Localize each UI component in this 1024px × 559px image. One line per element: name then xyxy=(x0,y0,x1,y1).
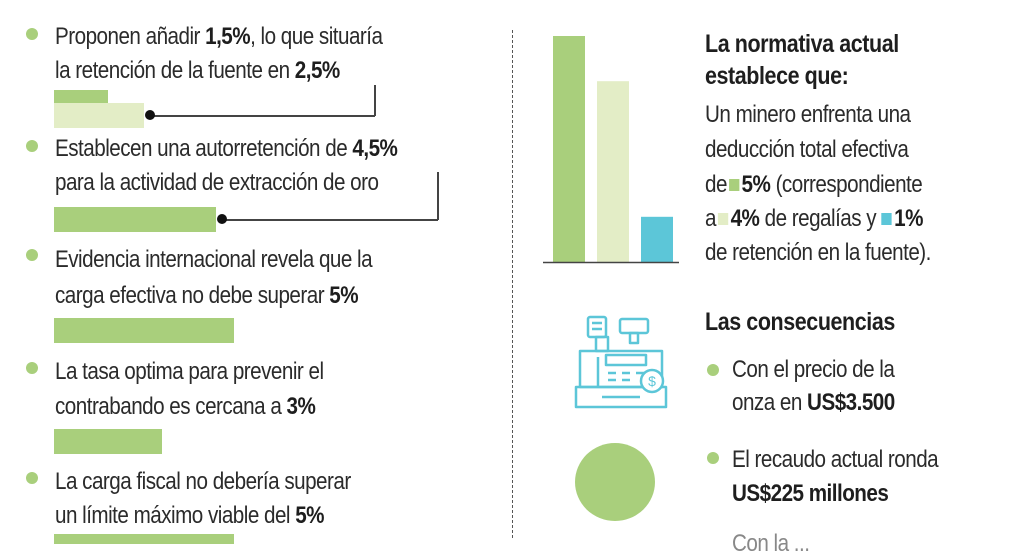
item-5-bar xyxy=(54,534,234,544)
green-circle-icon xyxy=(575,443,655,521)
item-5-line-2: un límite máximo viable del 5% xyxy=(55,502,325,529)
bullet-dot xyxy=(26,472,38,484)
item-4-bar xyxy=(54,429,162,454)
normativa-line-4: a 4% de regalías y 1% xyxy=(705,205,923,232)
item-4-line-2: contrabando es cercana a 3% xyxy=(55,393,316,420)
item-1-bar-lightgreen xyxy=(54,103,144,128)
green-legend-square xyxy=(728,179,739,191)
bullet-dot xyxy=(26,140,38,152)
consecuencia-2-line-2: US$225 millones xyxy=(732,480,889,507)
consecuencia-1-line-2: onza en US$3.500 xyxy=(732,389,895,416)
bullet-dot xyxy=(26,362,38,374)
svg-text:$: $ xyxy=(648,373,656,389)
item-1-line-1: Proponen añadir 1,5%, lo que situaría xyxy=(55,23,383,50)
normativa-title-1: La normativa actual xyxy=(705,30,899,58)
item-3-bar xyxy=(54,318,234,343)
connector-pin xyxy=(217,214,227,224)
blue-legend-square xyxy=(881,213,892,225)
normativa-line-2: deducción total efectiva xyxy=(705,136,909,163)
connector-pin xyxy=(145,110,155,120)
item-3-line-1: Evidencia internacional revela que la xyxy=(55,246,373,273)
column-divider xyxy=(512,30,513,538)
connector-line xyxy=(150,115,375,117)
item-2-line-1: Establecen una autorretención de 4,5% xyxy=(55,135,398,162)
connector-line xyxy=(437,172,439,220)
connector-line xyxy=(222,219,438,221)
item-2-line-2: para la actividad de extracción de oro xyxy=(55,169,379,196)
item-2-bar xyxy=(54,207,216,232)
normativa-title-2: establece que: xyxy=(705,62,849,90)
consecuencias-title: Las consecuencias xyxy=(705,308,895,336)
item-5-line-1: La carga fiscal no debería superar xyxy=(55,468,351,495)
lightgreen-legend-square xyxy=(717,213,729,225)
item-1-bar-green xyxy=(54,90,108,103)
item-1-line-2: la retención de la fuente en 2,5% xyxy=(55,57,340,84)
chart-bar-3 xyxy=(641,216,673,262)
bar-chart xyxy=(543,36,679,264)
normativa-line-3: de 5% (correspondiente xyxy=(705,171,923,198)
chart-bar-2 xyxy=(597,81,629,262)
consecuencia-2-line-1: El recaudo actual ronda xyxy=(732,446,939,473)
chart-bar-1 xyxy=(553,36,585,262)
normativa-line-1: Un minero enfrenta una xyxy=(705,101,911,128)
item-3-line-2: carga efectiva no debe superar 5% xyxy=(55,282,359,309)
bullet-dot xyxy=(26,28,38,40)
cash-register-icon: $ xyxy=(574,315,668,409)
item-4-line-1: La tasa optima para prevenir el xyxy=(55,358,324,385)
bullet-dot xyxy=(707,364,719,376)
consecuencia-3-partial: Con la ... xyxy=(732,530,810,557)
consecuencia-1-line-1: Con el precio de la xyxy=(732,356,895,383)
connector-line xyxy=(374,85,376,116)
bullet-dot xyxy=(707,452,719,464)
normativa-line-5: de retención en la fuente). xyxy=(705,239,931,266)
bullet-dot xyxy=(26,249,38,261)
